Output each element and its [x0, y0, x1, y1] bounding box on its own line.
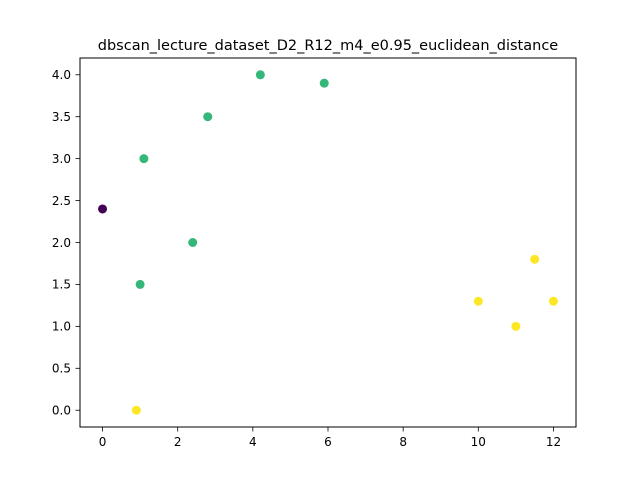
data-point-cluster_a	[203, 112, 213, 122]
x-axis: 0 2 4 6 8 10 12	[99, 427, 561, 449]
x-tick-label: 8	[399, 435, 407, 449]
plot-frame	[79, 57, 577, 428]
data-point-cluster_a	[139, 154, 149, 164]
data-point-noise	[98, 204, 108, 214]
data-point-cluster_b	[473, 296, 483, 306]
y-tick-label: 3.0	[52, 152, 71, 166]
data-point-cluster_b	[548, 296, 558, 306]
x-tick-label: 12	[546, 435, 561, 449]
data-point-cluster_a	[319, 78, 329, 88]
y-tick-label: 3.5	[52, 110, 71, 124]
data-point-cluster_b	[131, 405, 141, 415]
x-tick-label: 6	[324, 435, 332, 449]
y-tick-label: 0.0	[52, 404, 71, 418]
x-tick-label: 10	[471, 435, 486, 449]
y-tick-label: 2.5	[52, 194, 71, 208]
y-tick-label: 0.5	[52, 362, 71, 376]
points-layer	[98, 70, 558, 415]
y-tick-label: 2.0	[52, 236, 71, 250]
y-tick-label: 1.0	[52, 320, 71, 334]
y-tick-label: 1.5	[52, 278, 71, 292]
y-tick-label: 4.0	[52, 68, 71, 82]
data-point-cluster_b	[511, 321, 521, 331]
data-point-cluster_a	[135, 279, 145, 289]
data-point-cluster_a	[255, 70, 265, 80]
data-point-cluster_b	[530, 254, 540, 264]
x-tick-label: 2	[174, 435, 182, 449]
chart-title: dbscan_lecture_dataset_D2_R12_m4_e0.95_e…	[98, 38, 559, 54]
x-tick-label: 0	[99, 435, 107, 449]
y-axis: 0.0 0.5 1.0 1.5 2.0 2.5 3.0 3.5 4.0	[52, 68, 80, 418]
data-point-cluster_a	[188, 238, 198, 247]
x-tick-label: 4	[249, 435, 257, 449]
